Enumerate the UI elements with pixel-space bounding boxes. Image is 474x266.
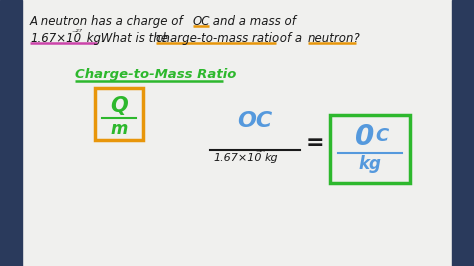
Text: kg: kg <box>358 155 382 173</box>
Text: of a: of a <box>276 32 306 45</box>
Text: What is the: What is the <box>97 32 172 45</box>
Text: Charge-to-Mass Ratio: Charge-to-Mass Ratio <box>75 68 237 81</box>
Bar <box>452 0 474 266</box>
Text: OC: OC <box>193 15 210 28</box>
Text: m: m <box>110 120 128 138</box>
Text: neutron?: neutron? <box>308 32 361 45</box>
Text: ⁻²⁷: ⁻²⁷ <box>71 28 82 37</box>
Text: OC: OC <box>237 111 273 131</box>
Text: 1.67×10: 1.67×10 <box>30 32 81 45</box>
Bar <box>95 88 143 140</box>
Text: and a mass of: and a mass of <box>209 15 296 28</box>
Text: 0: 0 <box>356 123 374 151</box>
Text: A neutron has a charge of: A neutron has a charge of <box>30 15 187 28</box>
Text: ⁻²⁷: ⁻²⁷ <box>255 148 266 157</box>
Text: Q: Q <box>110 96 128 116</box>
Bar <box>330 115 410 183</box>
Text: =: = <box>306 133 324 153</box>
Text: C: C <box>375 127 389 145</box>
Text: 1.67×10: 1.67×10 <box>213 153 262 163</box>
Text: kg.: kg. <box>83 32 105 45</box>
Text: charge-to-mass ratio: charge-to-mass ratio <box>156 32 279 45</box>
Bar <box>0 0 22 266</box>
Text: kg: kg <box>265 153 279 163</box>
